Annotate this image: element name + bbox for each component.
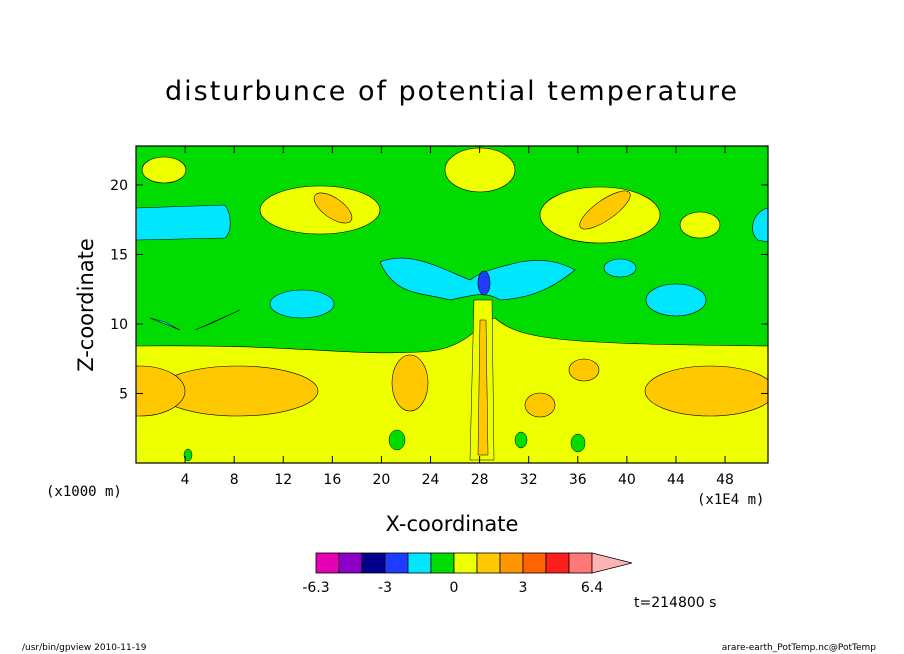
- chart-title: disturbunce of potential temperature: [165, 76, 739, 107]
- upper-warm-left: [313, 192, 353, 224]
- cold-cell-center: [379, 257, 576, 301]
- y-axis-ticks: 5 10 15 20: [110, 178, 768, 402]
- x-tick-label: 20: [373, 472, 391, 488]
- colorbar-swatch: [568, 552, 593, 574]
- top-left-positive: [141, 156, 187, 184]
- colorbar-label: 6.4: [581, 580, 603, 596]
- x-tick-label: 24: [422, 472, 440, 488]
- cold-streaks: [149, 309, 241, 331]
- colorbar-swatch: [315, 552, 340, 574]
- colorbar-swatch: [361, 552, 386, 574]
- x-scale-label: (x1E4 m): [697, 492, 765, 508]
- colorbar-swatch: [522, 552, 547, 574]
- x-tick-label: 8: [230, 472, 239, 488]
- colorbar-swatch: [476, 552, 501, 574]
- green-spot-1: [388, 429, 406, 451]
- x-tick-label: 4: [181, 472, 190, 488]
- warm-patch-2: [524, 392, 556, 418]
- x-tick-label: 48: [716, 472, 734, 488]
- green-spot-4: [183, 448, 193, 462]
- warm-lens-edge: [136, 365, 186, 417]
- x-tick-label: 44: [667, 472, 685, 488]
- colorbar-label: 3: [519, 580, 528, 596]
- cold-cell-mid-left: [269, 289, 335, 319]
- upper-positive-far: [679, 211, 721, 239]
- colorbar-label: -6.3: [302, 580, 329, 596]
- colorbar-swatch: [338, 552, 363, 574]
- upper-warm-right: [579, 190, 631, 230]
- cold-core: [477, 270, 491, 296]
- x-unit-label: (x1000 m): [46, 484, 122, 500]
- colorbar-swatch: [545, 552, 570, 574]
- y-tick-label: 15: [110, 247, 128, 263]
- x-axis-ticks: 4 8 12 16 20 24 28 32 36 40 44 48: [181, 146, 734, 488]
- warm-patch-1: [391, 354, 429, 412]
- colorbar: -6.3 -3 0 3 6.4: [302, 552, 633, 596]
- x-tick-label: 16: [323, 472, 341, 488]
- cold-cell-mid-right: [645, 283, 707, 317]
- warm-lens-right: [644, 365, 768, 417]
- x-axis-label: X-coordinate: [385, 512, 519, 536]
- y-tick-label: 20: [110, 178, 128, 194]
- x-tick-label: 28: [471, 472, 489, 488]
- green-spot-3: [570, 433, 586, 453]
- time-label: t=214800 s: [634, 595, 717, 611]
- x-tick-label: 32: [520, 472, 538, 488]
- upper-positive-center: [444, 147, 516, 193]
- x-tick-label: 12: [274, 472, 292, 488]
- contour-field: [136, 146, 768, 463]
- colorbar-swatch: [430, 552, 455, 574]
- colorbar-arrow: [591, 552, 633, 574]
- colorbar-label: 0: [450, 580, 459, 596]
- colorbar-swatch: [407, 552, 432, 574]
- y-tick-label: 5: [119, 386, 128, 402]
- central-plume-core: [477, 319, 489, 456]
- colorbar-label: -3: [378, 580, 392, 596]
- y-tick-label: 10: [110, 317, 128, 333]
- plot-frame: [135, 145, 769, 464]
- warm-patch-3: [568, 358, 600, 382]
- x-tick-label: 36: [569, 472, 587, 488]
- green-spot-2: [514, 431, 528, 449]
- cold-cell-small: [603, 258, 637, 278]
- colorbar-swatch: [499, 552, 524, 574]
- y-axis-label: Z-coordinate: [74, 238, 98, 372]
- colorbar-swatch: [453, 552, 478, 574]
- footer-right: arare-earth_PotTemp.nc@PotTemp: [721, 643, 876, 653]
- footer-left: /usr/bin/gpview 2010-11-19: [22, 643, 147, 653]
- cold-cell-left: [136, 204, 231, 241]
- x-tick-label: 40: [618, 472, 636, 488]
- cold-cell-right-edge: [752, 207, 768, 243]
- colorbar-swatch: [384, 552, 409, 574]
